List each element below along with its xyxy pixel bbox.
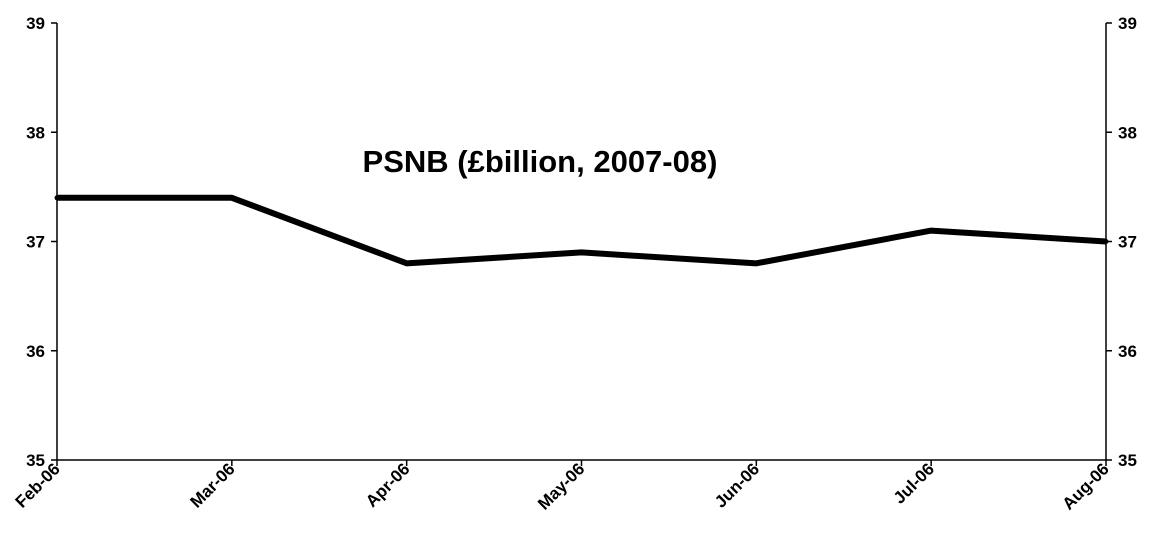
y-axis-ticks: 35 35 36 36 37 37 38 38 39 39 <box>26 14 1137 470</box>
y-tick-label-right: 38 <box>1118 123 1137 142</box>
y-tick-label-left: 36 <box>26 342 45 361</box>
x-axis-ticks: Feb-06 Mar-06 Apr-06 May-06 Jun-06 Jul-06 Aug-… <box>12 459 1113 513</box>
chart-axes <box>56 23 1107 461</box>
x-tick-label: Aug-06 <box>1059 459 1113 513</box>
chart-title: PSNB (£billion, 2007-08) <box>363 144 718 179</box>
y-tick-label-right: 35 <box>1118 451 1137 470</box>
data-point <box>229 195 235 201</box>
y-tick-label-left: 37 <box>26 233 45 252</box>
y-tick-label-right: 36 <box>1118 342 1137 361</box>
x-tick-label: Mar-06 <box>186 459 238 511</box>
series-layer <box>54 194 1109 267</box>
data-point <box>579 249 584 255</box>
data-point <box>1103 239 1109 244</box>
x-tick-label: Jun-06 <box>711 459 763 511</box>
data-point <box>404 260 410 266</box>
data-point <box>753 260 759 266</box>
x-tick-label: Jul-06 <box>890 459 938 507</box>
y-tick-label-left: 38 <box>26 123 45 142</box>
y-tick-label-right: 39 <box>1118 14 1137 33</box>
data-point <box>54 195 60 201</box>
y-tick-label-left: 35 <box>26 451 45 470</box>
y-tick-label-left: 39 <box>26 14 45 33</box>
x-tick-label: May-06 <box>534 459 588 513</box>
data-point <box>928 228 934 234</box>
y-tick-label-right: 37 <box>1118 233 1137 252</box>
x-tick-label: Apr-06 <box>362 459 414 511</box>
